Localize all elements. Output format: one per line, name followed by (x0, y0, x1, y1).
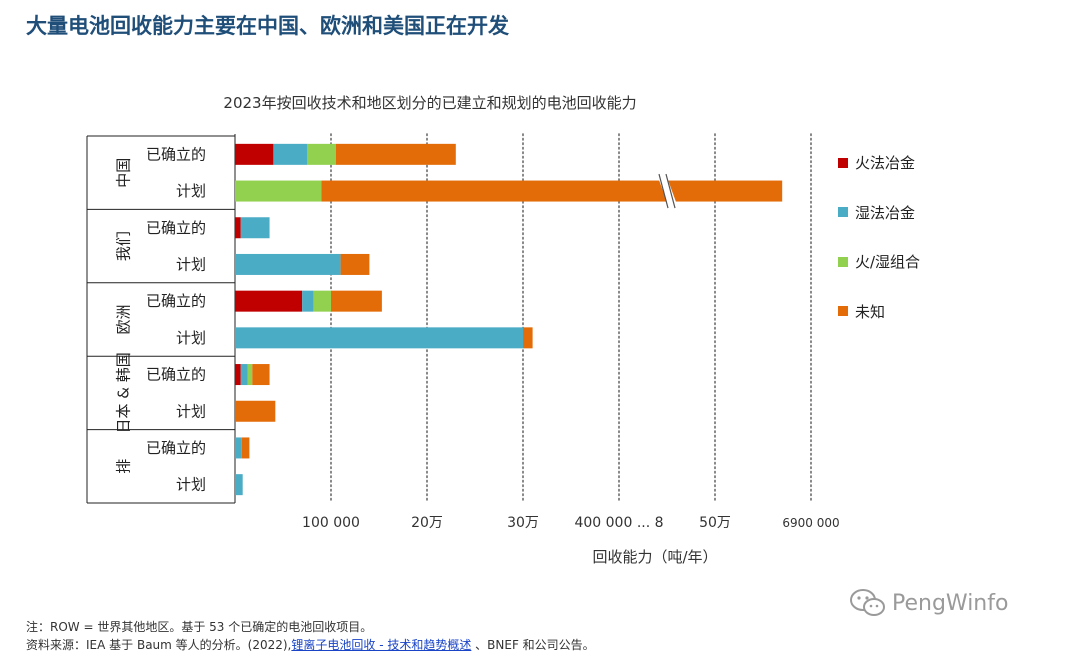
bar-segment (240, 217, 270, 239)
bar-segment (235, 180, 322, 202)
legend-item: 火法冶金 (838, 138, 920, 188)
source-link[interactable]: 锂离子电池回收 - 技术和趋势概述 (291, 638, 472, 652)
source-suffix: 、BNEF 和公司公告。 (471, 638, 595, 652)
legend-swatch (838, 157, 848, 168)
bar-segment (321, 180, 783, 202)
footnote-note: 注：ROW = 世界其他地区。基于 53 个已确定的电池回收项目。 (26, 620, 373, 634)
bar-segment (235, 474, 243, 496)
group-label: 欧洲 (115, 304, 133, 334)
group-label: 日本 & 韩国 (115, 352, 133, 433)
row-label: 已确立的 (146, 219, 206, 237)
page-title: 大量电池回收能力主要在中国、欧洲和美国正在开发 (26, 14, 509, 38)
axis-break-line (658, 173, 669, 209)
axis-break-line (665, 173, 676, 209)
x-tick-label: 50万 (699, 515, 731, 531)
bar-segment (235, 253, 341, 275)
group-label: 我们 (115, 231, 133, 261)
row-label: 计划 (176, 182, 206, 200)
legend-label: 湿法冶金 (855, 203, 916, 222)
bar-segment (235, 290, 303, 312)
legend-item: 火/湿组合 (838, 237, 920, 287)
group-label: 中国 (115, 158, 133, 188)
bar-segment (307, 143, 336, 165)
footnote-source: 资料来源：IEA 基于 Baum 等人的分析。(2022),锂离子电池回收 - … (26, 636, 595, 654)
bar-segment (523, 327, 533, 349)
row-label: 已确立的 (146, 145, 206, 163)
row-label: 已确立的 (146, 292, 206, 310)
bar-segment (240, 364, 248, 386)
source-prefix: 资料来源：IEA 基于 Baum 等人的分析。(2022), (26, 638, 292, 652)
bar-segment (235, 437, 242, 459)
legend-swatch (838, 256, 848, 267)
row-label: 计划 (176, 255, 206, 273)
row-label: 计划 (176, 402, 206, 420)
chart-legend: 火法冶金湿法冶金火/湿组合未知 (838, 138, 920, 336)
row-label: 计划 (176, 476, 206, 494)
legend-swatch (838, 306, 848, 317)
x-tick-label: 20万 (411, 515, 443, 531)
row-label: 计划 (176, 329, 206, 347)
legend-label: 火/湿组合 (855, 253, 921, 272)
bar-segment (273, 143, 307, 165)
group-label: 排 (115, 459, 133, 474)
watermark: PengWinfo (850, 588, 1008, 618)
legend-label: 火法冶金 (855, 154, 916, 173)
wechat-icon (850, 589, 885, 616)
row-label: 已确立的 (146, 366, 206, 384)
legend-item: 湿法冶金 (838, 188, 920, 238)
bar-segment (302, 290, 314, 312)
footnotes: 注：ROW = 世界其他地区。基于 53 个已确定的电池回收项目。 资料来源：I… (26, 618, 595, 654)
x-tick-label: 100 000 (302, 515, 360, 531)
row-label: 已确立的 (146, 439, 206, 457)
bar-segment (235, 217, 241, 239)
legend-item: 未知 (838, 287, 920, 337)
x-tick-label: 400 000 ... 8 (574, 515, 663, 531)
bar-segment (247, 364, 253, 386)
x-tick-label: 30万 (507, 515, 539, 531)
bar-segment (340, 253, 370, 275)
bar-segment (235, 364, 241, 386)
bar-segment (313, 290, 331, 312)
legend-swatch (838, 207, 848, 218)
x-tick-label: 6900 000 (782, 516, 839, 530)
bar-segment (235, 400, 276, 422)
bar-segment (252, 364, 270, 386)
chart-title: 2023年按回收技术和地区划分的已建立和规划的电池回收能力 (223, 94, 637, 112)
bar-segment (335, 143, 456, 165)
x-axis-title: 回收能力（吨/年） (592, 548, 717, 566)
bar-segment (235, 143, 274, 165)
legend-label: 未知 (855, 302, 886, 321)
bar-segment (241, 437, 250, 459)
bar-segment (235, 327, 523, 349)
bar-segment (331, 290, 382, 312)
watermark-text: PengWinfo (892, 590, 1009, 616)
